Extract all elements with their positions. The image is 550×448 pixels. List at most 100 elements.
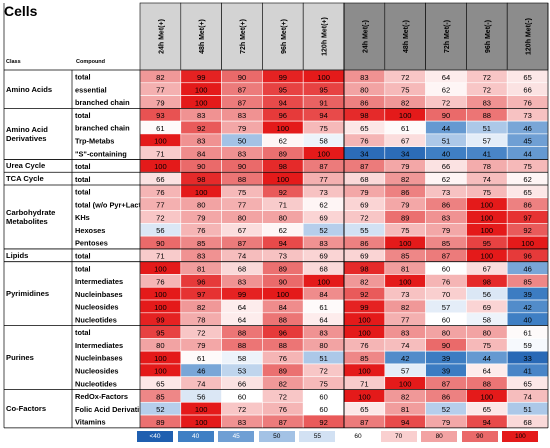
cell-value: 96 [523, 252, 531, 261]
cell-value: 90 [238, 162, 246, 171]
cell-value: 100 [154, 162, 167, 171]
cell-value: 79 [197, 213, 205, 222]
compound-label: "S"-containing [75, 149, 127, 158]
cell-value: 76 [197, 226, 205, 235]
cell-value: 88 [238, 328, 246, 337]
cell-value: 94 [279, 239, 287, 248]
cell-value: 95 [279, 86, 287, 95]
cell-value: 83 [401, 328, 409, 337]
cell-value: 83 [197, 252, 205, 261]
cell-value: 89 [401, 213, 409, 222]
class-label: Carbohydrate Metabolites [6, 207, 56, 226]
cell-value: 100 [154, 264, 167, 273]
cell-value: 89 [279, 149, 287, 158]
cell-value: 91 [319, 98, 327, 107]
cell-value: 46 [197, 367, 205, 376]
cell-value: 76 [523, 98, 531, 107]
column-header-bg [425, 2, 467, 71]
cell-value: 85 [197, 239, 205, 248]
cell-value: 60 [442, 316, 450, 325]
cell-value: 80 [319, 341, 327, 350]
cell-value: 66 [442, 162, 450, 171]
cell-value: 99 [238, 290, 246, 299]
cell-value: 74 [401, 341, 409, 350]
cell-value: 75 [401, 86, 409, 95]
compound-label: total [75, 328, 91, 337]
cell-value: 56 [197, 392, 205, 401]
cell-value: 40 [523, 316, 531, 325]
cell-value: 94 [279, 98, 287, 107]
legend-swatch: 100 [502, 431, 539, 442]
cell-value: 100 [276, 290, 289, 299]
cell-value: 75 [523, 162, 531, 171]
cell-value: 58 [319, 137, 327, 146]
cell-value: 51 [523, 405, 531, 414]
cell-value: 65 [523, 380, 531, 389]
cell-value: 67 [238, 226, 246, 235]
cell-value: 76 [156, 277, 164, 286]
cell-value: 100 [317, 277, 330, 286]
cell-value: 90 [238, 73, 246, 82]
cell-value: 52 [319, 226, 327, 235]
cell-value: 65 [523, 73, 531, 82]
cell-value: 100 [399, 380, 412, 389]
cell-value: 69 [319, 213, 327, 222]
cell-value: 88 [483, 380, 491, 389]
cell-value: 90 [197, 162, 205, 171]
cell-value: 90 [279, 277, 287, 286]
cell-value: 72 [319, 367, 327, 376]
cell-value: 71 [279, 201, 287, 210]
cell-value: 82 [401, 175, 409, 184]
cell-value: 100 [358, 392, 371, 401]
cell-value: 80 [197, 201, 205, 210]
cell-value: 67 [483, 264, 491, 273]
class-label: Lipids [6, 250, 29, 260]
cell-value: 72 [197, 328, 205, 337]
cell-value: 83 [442, 213, 450, 222]
column-header-bg [466, 2, 508, 71]
cell-value: 77 [238, 201, 246, 210]
cell-value: 73 [442, 188, 450, 197]
column-header-label: 72h Met(+) [240, 19, 247, 54]
cell-value: 100 [154, 367, 167, 376]
cell-value: 90 [442, 111, 450, 120]
cell-value: 73 [279, 252, 287, 261]
column-header-label: 120h Met(-) [526, 18, 533, 55]
cell-value: 92 [279, 188, 287, 197]
cell-value: 96 [197, 277, 205, 286]
cell-value: 76 [156, 188, 164, 197]
cell-value: 99 [197, 73, 205, 82]
cell-value: 65 [360, 405, 368, 414]
cell-value: 75 [238, 188, 246, 197]
cell-value: 83 [197, 111, 205, 120]
cell-value: 76 [360, 137, 368, 146]
cell-value: 44 [483, 354, 491, 363]
cell-value: 65 [360, 124, 368, 133]
cell-value: 68 [238, 264, 246, 273]
cell-value: 58 [238, 354, 246, 363]
cell-value: 80 [156, 341, 164, 350]
cell-value: 40 [442, 149, 450, 158]
cell-value: 89 [156, 418, 164, 427]
compound-label: branched chain [75, 98, 130, 107]
cell-value: 60 [442, 264, 450, 273]
cell-value: 76 [279, 354, 287, 363]
cell-value: 100 [521, 239, 534, 248]
cell-value: 82 [197, 303, 205, 312]
cell-value: 100 [358, 328, 371, 337]
cell-value: 83 [238, 418, 246, 427]
cell-value: 62 [442, 86, 450, 95]
compound-label: Hexoses [75, 226, 105, 235]
column-header-label: 24h Met(+) [158, 19, 165, 54]
cell-value: 74 [238, 252, 246, 261]
cell-value: 56 [483, 290, 491, 299]
compound-label: branched chain [75, 124, 130, 133]
cell-value: 68 [360, 175, 368, 184]
column-header-bg [139, 2, 182, 71]
cell-value: 81 [401, 264, 409, 273]
cell-value: 88 [279, 316, 287, 325]
class-label: Amino Acids [6, 84, 53, 94]
cell-value: 72 [483, 86, 491, 95]
cell-value: 57 [401, 367, 409, 376]
cell-value: 59 [523, 341, 531, 350]
